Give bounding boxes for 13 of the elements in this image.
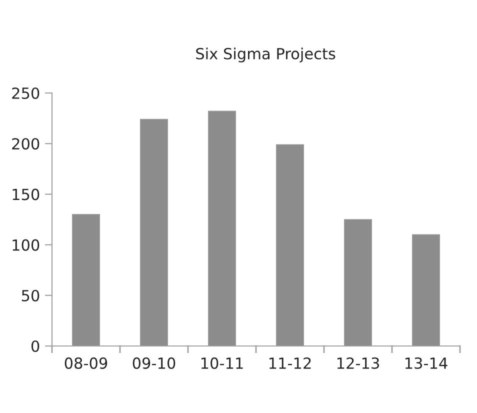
y-tick-label: 0 <box>31 340 40 352</box>
y-tick-label: 250 <box>12 87 40 100</box>
x-tick-label: 10-11 <box>201 357 243 369</box>
x-tick-label: 11-12 <box>269 357 311 369</box>
y-tick-label: 100 <box>12 239 40 251</box>
chart-title: Six Sigma Projects <box>196 48 336 62</box>
x-tick-label: 09-10 <box>132 357 176 369</box>
x-tick-label: 12-13 <box>337 357 379 369</box>
y-tick-label: 200 <box>12 138 40 150</box>
x-tick-label: 13-14 <box>405 357 448 369</box>
x-tick-label: 08-09 <box>64 357 108 369</box>
y-tick-label: 150 <box>12 188 40 200</box>
y-tick-label: 50 <box>22 290 40 302</box>
